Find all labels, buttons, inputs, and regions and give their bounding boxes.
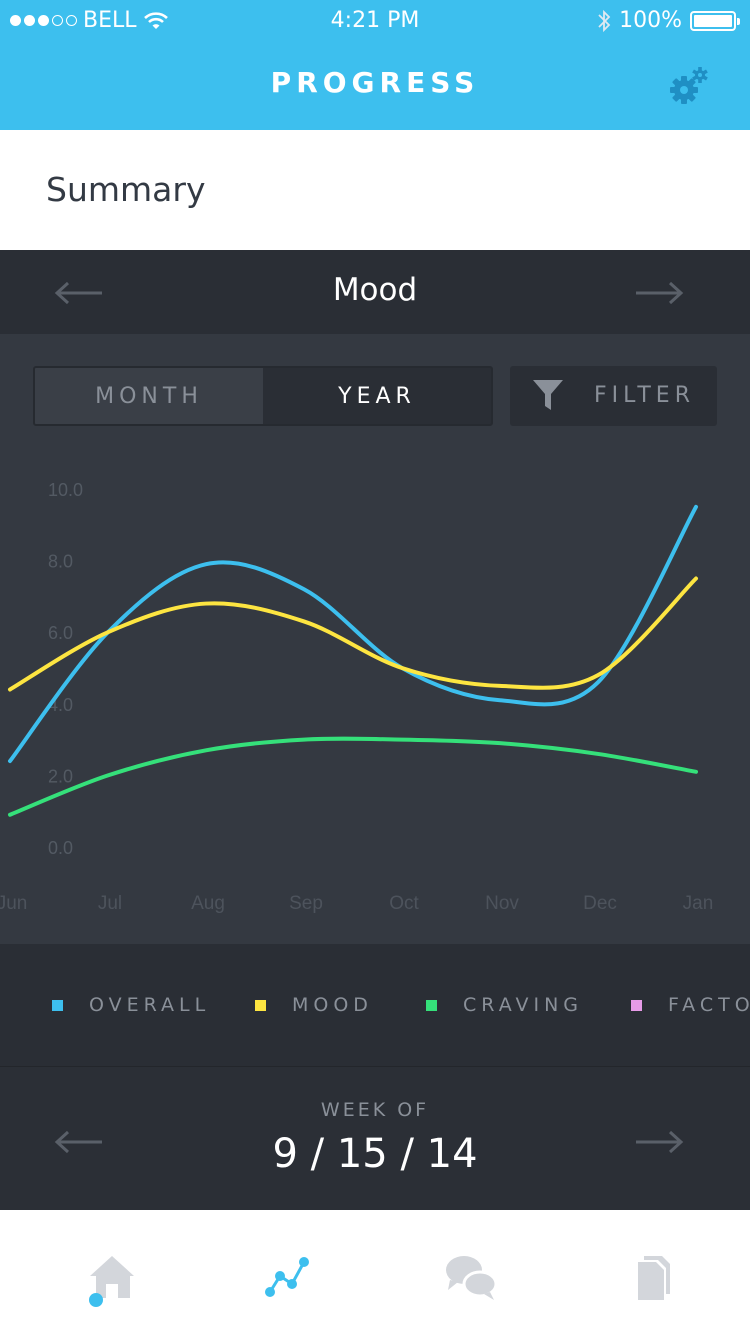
x-tick-label: Aug bbox=[191, 893, 225, 914]
legend-swatch bbox=[631, 999, 642, 1011]
home-icon bbox=[89, 1256, 134, 1307]
week-date: 9 / 15 / 14 bbox=[272, 1131, 478, 1177]
x-tick-label: Oct bbox=[389, 893, 419, 914]
arrow-right-icon[interactable] bbox=[634, 1127, 684, 1157]
y-tick-label: 6.0 bbox=[48, 623, 73, 643]
status-time: 4:21 PM bbox=[330, 8, 420, 33]
chart-icon bbox=[265, 1257, 309, 1297]
battery-icon bbox=[690, 10, 740, 31]
status-right: 100% bbox=[597, 8, 740, 33]
period-toggle: MONTH YEAR bbox=[33, 366, 493, 426]
tab-month[interactable]: MONTH bbox=[35, 368, 263, 424]
tab-bar bbox=[0, 1210, 750, 1334]
wifi-icon bbox=[143, 11, 168, 29]
legend-swatch bbox=[426, 999, 437, 1011]
gear-icon[interactable] bbox=[670, 66, 710, 106]
summary-section: Summary bbox=[0, 130, 750, 250]
x-tick-label: Jul bbox=[98, 893, 122, 914]
legend-item-mood[interactable]: MOOD bbox=[255, 994, 373, 1016]
y-tick-label: 0.0 bbox=[48, 838, 73, 858]
document-icon bbox=[638, 1256, 670, 1300]
legend-item-craving[interactable]: CRAVING bbox=[426, 994, 583, 1016]
carrier-name: BELL bbox=[83, 8, 137, 33]
legend-label: FACTORS bbox=[668, 994, 750, 1016]
filter-button[interactable]: FILTER bbox=[510, 366, 717, 426]
y-tick-label: 10.0 bbox=[48, 480, 83, 500]
status-bar: BELL 4:21 PM 100% bbox=[0, 0, 750, 40]
series-line-overall bbox=[8, 504, 698, 764]
legend-item-factors[interactable]: FACTORS bbox=[631, 994, 750, 1016]
legend-item-overall[interactable]: OVERALL bbox=[52, 994, 210, 1016]
summary-title: Summary bbox=[46, 170, 206, 209]
series-line-mood bbox=[8, 576, 698, 692]
y-tick-label: 8.0 bbox=[48, 552, 73, 572]
y-tick-label: 2.0 bbox=[48, 766, 73, 786]
chat-icon bbox=[446, 1256, 498, 1300]
filter-icon bbox=[533, 380, 563, 410]
week-label: WEEK OF bbox=[320, 1099, 430, 1121]
x-tick-label: Jan bbox=[683, 893, 714, 914]
tab-messages[interactable] bbox=[440, 1248, 500, 1308]
x-tick-label: Nov bbox=[485, 893, 519, 914]
chart-legend: OVERALL MOOD CRAVING FACTORS bbox=[0, 944, 750, 1066]
legend-swatch bbox=[255, 999, 266, 1011]
carrier-info: BELL bbox=[10, 8, 169, 33]
x-tick-label: Dec bbox=[583, 893, 617, 914]
arrow-left-icon[interactable] bbox=[54, 278, 104, 308]
filter-label: FILTER bbox=[594, 383, 695, 408]
legend-label: OVERALL bbox=[89, 994, 211, 1016]
top-bar: BELL 4:21 PM 100% PROGRESS bbox=[0, 0, 750, 130]
series-line-craving bbox=[8, 736, 698, 817]
legend-swatch bbox=[52, 999, 63, 1011]
tab-progress[interactable] bbox=[258, 1248, 318, 1308]
x-tick-label: Sep bbox=[289, 893, 323, 914]
legend-label: MOOD bbox=[292, 994, 373, 1016]
page-title: PROGRESS bbox=[270, 66, 480, 99]
arrow-right-icon[interactable] bbox=[634, 278, 684, 308]
tab-year[interactable]: YEAR bbox=[338, 383, 416, 409]
legend-label: CRAVING bbox=[463, 994, 584, 1016]
bluetooth-icon bbox=[598, 9, 611, 32]
arrow-left-icon[interactable] bbox=[54, 1127, 104, 1157]
chart-panel: 10.0 8.0 6.0 4.0 2.0 0.0 Jun Jul Aug Sep Oct Nov Dec… bbox=[0, 334, 750, 944]
x-tick-label: Jun bbox=[0, 893, 27, 914]
battery-percent: 100% bbox=[619, 8, 682, 33]
signal-icon bbox=[10, 15, 77, 26]
metric-title: Mood bbox=[332, 272, 418, 308]
tab-documents[interactable] bbox=[626, 1248, 686, 1308]
tab-home[interactable] bbox=[82, 1248, 142, 1308]
week-nav: WEEK OF 9 / 15 / 14 bbox=[0, 1066, 750, 1210]
metric-nav: Mood bbox=[0, 250, 750, 334]
